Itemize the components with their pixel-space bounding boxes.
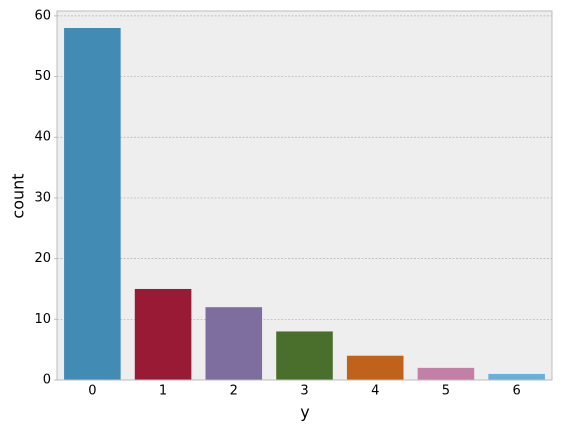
- y-tick-label: 60: [34, 8, 51, 23]
- x-tick-label: 1: [159, 384, 167, 399]
- bar: [488, 373, 545, 380]
- y-tick-label: 0: [43, 373, 51, 388]
- bar: [64, 27, 121, 381]
- x-tick-label: 0: [88, 384, 96, 399]
- y-tick-label: 50: [34, 69, 51, 84]
- y-tick-label: 40: [34, 130, 51, 145]
- x-tick-label: 3: [300, 384, 308, 399]
- x-tick-label: 2: [230, 384, 238, 399]
- bar: [417, 367, 475, 380]
- y-tick-label: 20: [34, 251, 51, 266]
- y-axis-label: count: [9, 173, 28, 218]
- plot-background: [57, 11, 552, 380]
- bar: [346, 355, 404, 380]
- x-tick-label: 4: [371, 384, 379, 399]
- bar: [134, 288, 192, 380]
- y-tick-label: 30: [34, 190, 51, 205]
- x-axis-label: y: [300, 403, 309, 422]
- y-tick-label: 10: [34, 312, 51, 327]
- plot-frame: [56, 10, 553, 381]
- bar: [205, 307, 263, 380]
- x-tick-label: 5: [442, 384, 450, 399]
- x-tick-label: 6: [513, 384, 521, 399]
- bar: [276, 331, 333, 380]
